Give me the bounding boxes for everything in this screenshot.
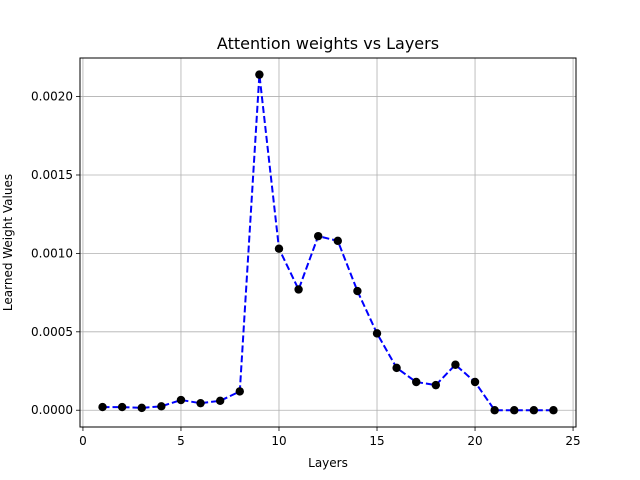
data-point: [451, 360, 460, 369]
data-series: [98, 70, 558, 415]
x-tick-label: 5: [177, 434, 185, 448]
y-tick-label: 0.0020: [31, 90, 73, 104]
data-point: [412, 377, 421, 387]
y-tick-label: 0.0005: [31, 325, 73, 339]
x-tick-label: 0: [79, 434, 87, 448]
data-point: [431, 380, 441, 390]
data-point: [274, 244, 284, 253]
data-point: [157, 402, 166, 411]
x-tick-label: 15: [369, 434, 384, 448]
data-point: [255, 70, 264, 79]
data-point: [294, 285, 303, 294]
data-point: [313, 231, 323, 241]
data-point: [117, 402, 127, 412]
y-tick-label: 0.0015: [31, 168, 73, 182]
data-point: [235, 387, 244, 396]
data-point: [176, 395, 186, 405]
y-tick-label: 0.0010: [31, 246, 73, 260]
data-point: [333, 236, 343, 246]
data-point: [549, 406, 558, 415]
data-point: [353, 286, 362, 296]
axis-ticks: 0 5 10 15 20 25 0.0000 0.0005 0.0010 0.0015 0.0020: [31, 90, 581, 448]
data-point: [215, 396, 225, 406]
x-axis-label: Layers: [308, 456, 348, 470]
x-tick-label: 10: [271, 434, 286, 448]
y-tick-label: 0.0000: [31, 403, 73, 417]
y-axis-label: Learned Weight Values: [1, 174, 15, 311]
data-point: [510, 406, 519, 415]
data-point: [392, 363, 401, 373]
x-tick-label: 20: [467, 434, 482, 448]
data-point: [490, 406, 499, 415]
data-point: [470, 377, 480, 387]
data-point: [196, 398, 205, 408]
data-point: [137, 403, 146, 413]
plot-frame: [79, 57, 577, 428]
x-tick-label: 25: [565, 434, 580, 448]
data-point: [529, 406, 539, 415]
data-point: [372, 329, 382, 338]
data-point: [98, 402, 107, 412]
chart-title: Attention weights vs Layers: [217, 34, 439, 53]
